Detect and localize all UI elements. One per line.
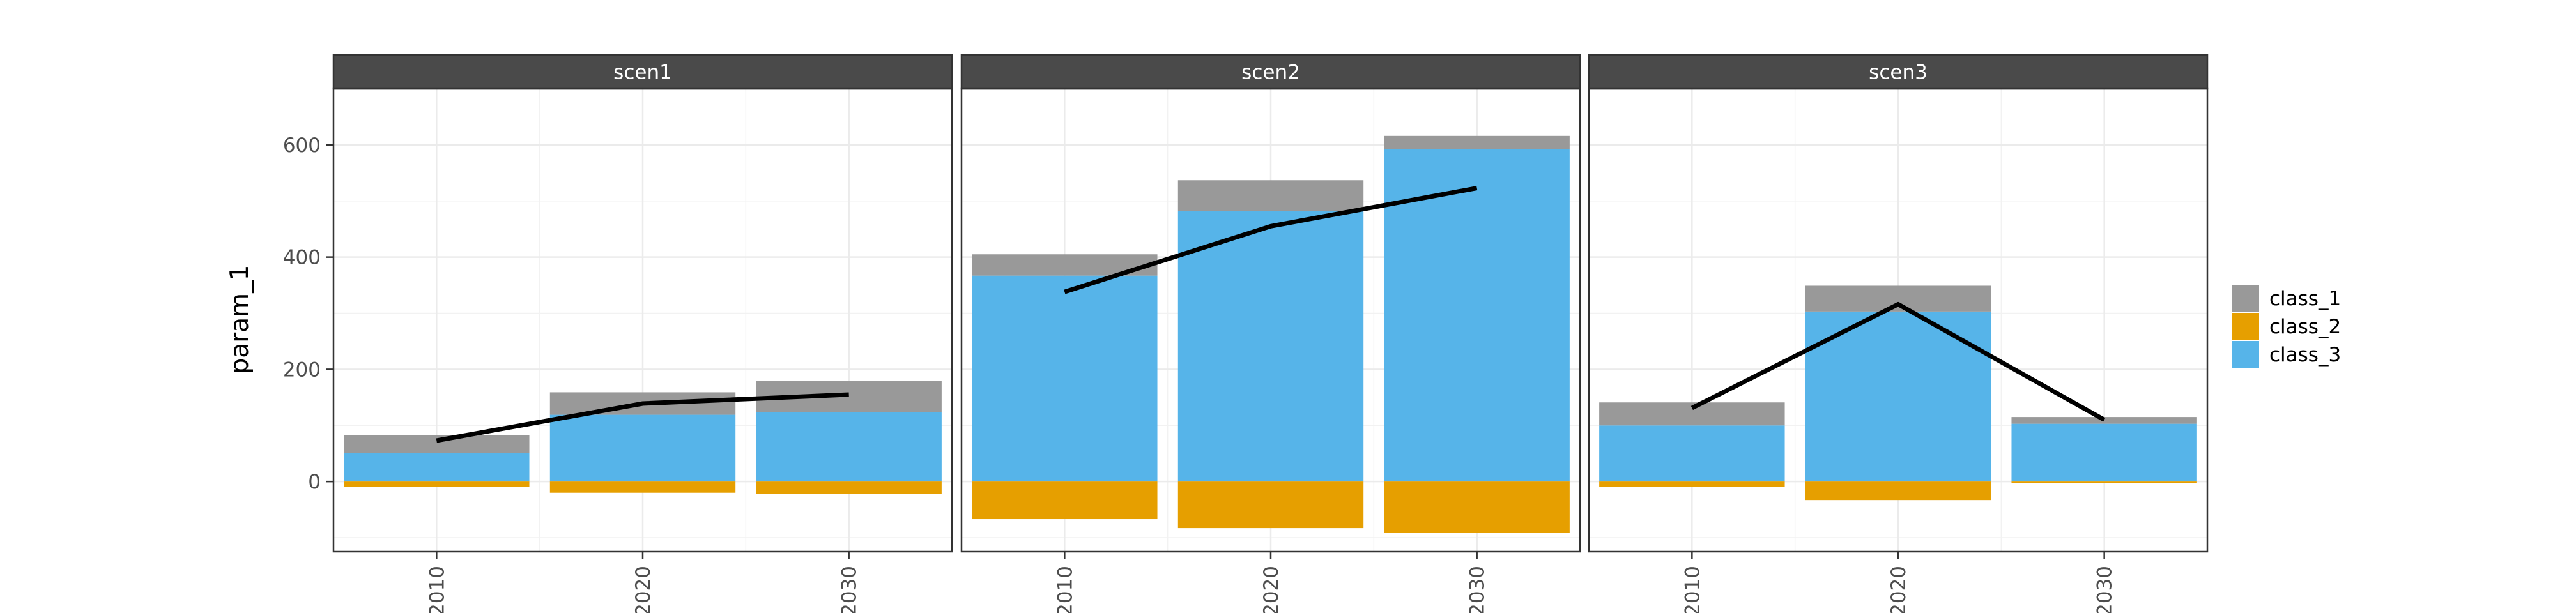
bar-class_3-scen1-2010 — [344, 453, 530, 482]
legend-label-class_3: class_3 — [2269, 344, 2341, 367]
bar-class_3-scen2-2030 — [1384, 149, 1570, 482]
facet-strip-label: scen2 — [1241, 61, 1300, 84]
bar-class_3-scen3-2010 — [1599, 425, 1785, 482]
facet-strip — [332, 54, 953, 90]
bar-class_1-scen3-2030 — [2011, 417, 2197, 424]
total-line-scen2 — [1064, 186, 1478, 294]
x-tick-label: 2030 — [838, 566, 861, 613]
bar-class_2-scen3-2020 — [1805, 481, 1991, 501]
bar-class_1-scen1-2010 — [344, 435, 530, 453]
bar-class_2-scen3-2010 — [1599, 481, 1785, 487]
y-axis: 0 200 400 600 — [283, 134, 334, 494]
facet-panel-scen3: scen3 2010 2020 2030 — [1588, 54, 2209, 613]
legend-key-class_3 — [2232, 341, 2259, 368]
facet-strip — [1588, 54, 2209, 90]
bar-class_3-scen1-2030 — [756, 412, 942, 482]
y-axis-title: param_1 — [226, 265, 254, 374]
x-tick-label: 2030 — [1466, 566, 1489, 613]
bar-class_1-scen2-2030 — [1384, 135, 1570, 149]
x-tick-label: 2020 — [1260, 566, 1283, 613]
y-tick-label: 400 — [283, 246, 321, 269]
x-tick-label: 2020 — [632, 566, 655, 613]
x-tick-label: 2030 — [2094, 566, 2117, 613]
legend-key-class_2 — [2232, 313, 2259, 340]
facet-panel-scen2: scen2 2010 2020 2030 — [960, 54, 1581, 613]
bar-class_1-scen3-2020 — [1805, 285, 1991, 312]
legend-key-class_1 — [2232, 285, 2259, 312]
bar-class_2-scen2-2030 — [1384, 481, 1570, 533]
facet-strip — [960, 54, 1581, 90]
x-tick-label: 2010 — [1054, 566, 1077, 613]
y-tick-label: 200 — [283, 358, 321, 381]
bar-class_3-scen1-2020 — [549, 414, 736, 482]
bar-class_2-scen2-2020 — [1177, 481, 1364, 529]
bar-class_2-scen2-2010 — [972, 481, 1158, 520]
bar-class_3-scen2-2010 — [972, 275, 1158, 482]
x-tick-label: 2020 — [1887, 566, 1910, 613]
y-tick-label: 600 — [283, 134, 321, 157]
facet-strip-label: scen1 — [613, 61, 672, 84]
bar-class_2-scen1-2020 — [549, 481, 736, 493]
facet-strip-label: scen3 — [1869, 61, 1928, 84]
bar-class_2-scen3-2030 — [2011, 481, 2197, 483]
facet-panel-scen1: scen1 2010 2020 2030 — [332, 54, 953, 613]
bar-class_3-scen2-2020 — [1177, 211, 1364, 482]
y-tick-label: 0 — [308, 471, 321, 494]
x-tick-label: 2010 — [425, 566, 448, 613]
x-tick-label: 2010 — [1681, 566, 1704, 613]
bar-class_1-scen2-2020 — [1177, 180, 1364, 211]
legend: class_1 class_2 class_3 — [2232, 285, 2341, 368]
total-line-scen3 — [1690, 301, 2106, 422]
bar-class_3-scen3-2030 — [2011, 423, 2197, 482]
total-line-scen1 — [436, 392, 849, 443]
bar-class_2-scen1-2030 — [756, 481, 942, 494]
bar-class_2-scen1-2010 — [344, 481, 530, 487]
legend-label-class_2: class_2 — [2269, 315, 2341, 338]
legend-label-class_1: class_1 — [2269, 287, 2341, 310]
facet-panels: scen1 2010 2020 2030 scen2 2010 2020 2030 scen3 2… — [332, 54, 2209, 613]
